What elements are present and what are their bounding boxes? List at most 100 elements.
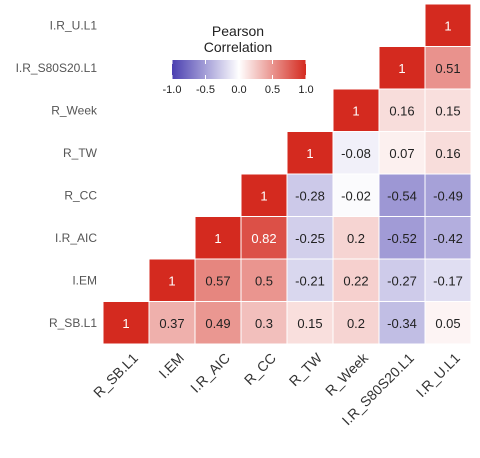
- cell-value-label: 0.2: [347, 231, 365, 246]
- cell-value-label: -0.02: [341, 188, 371, 203]
- legend-tick-label: -0.5: [196, 84, 215, 96]
- heatmap-cell: [379, 47, 425, 89]
- cell-value-label: 1: [398, 61, 405, 76]
- y-axis-label: I.R_S80S20.L1: [16, 61, 98, 75]
- heatmap-cell: [379, 302, 425, 344]
- x-axis-labels: R_SB.L1 I.EM I.R_AIC R_CC R_TWR_WeekI.R_S80S…: [90, 349, 463, 428]
- cell-value-label: -0.21: [295, 273, 325, 288]
- y-axis-labels: I.R_U.L1 I.R_S80S20.L1 R_Week R_TW R_CC I.R_A…: [16, 18, 98, 330]
- y-axis-label: R_Week: [51, 103, 98, 117]
- heatmap-cell: [379, 132, 425, 174]
- heatmap-cell: [425, 259, 471, 301]
- heatmap-cell: [379, 174, 425, 216]
- x-axis-label: I.R_AIC: [187, 350, 233, 396]
- cell-value-label: 1: [122, 316, 129, 331]
- heatmap-cells: 11 0.511 0.16 0.151 -0.08 0.07 0.161 -0.28 -0.02…: [103, 4, 471, 344]
- y-axis-label: I.R_AIC: [55, 231, 97, 245]
- cell-value-label: 0.51: [435, 61, 460, 76]
- heatmap-cell: [425, 302, 471, 344]
- cell-value-label: -0.34: [387, 316, 417, 331]
- y-axis-label: I.R_U.L1: [50, 18, 98, 32]
- cell-value-label: -0.25: [295, 231, 325, 246]
- heatmap-cell: [241, 302, 287, 344]
- legend-title-line2: Correlation: [204, 39, 272, 55]
- heatmap-cell: [287, 174, 333, 216]
- cell-value-label: -0.08: [341, 146, 371, 161]
- x-axis-label: I.R_U.L1: [413, 350, 464, 401]
- cell-value-label: 0.15: [297, 316, 322, 331]
- legend-tick-label: 0.5: [265, 84, 280, 96]
- heatmap-cell: [287, 217, 333, 259]
- cell-value-label: -0.17: [433, 273, 463, 288]
- x-axis-label: R_CC: [241, 350, 279, 388]
- y-axis-label: R_TW: [63, 146, 98, 160]
- heatmap-cell: [425, 47, 471, 89]
- cell-value-label: -0.52: [387, 231, 417, 246]
- x-axis-label: R_SB.L1: [90, 350, 141, 401]
- heatmap-cell: [425, 89, 471, 131]
- cell-value-label: -0.28: [295, 188, 325, 203]
- heatmap-cell: [333, 259, 379, 301]
- x-axis-label: I.EM: [155, 350, 187, 382]
- heatmap-cell: [287, 302, 333, 344]
- x-axis-label: R_TW: [286, 349, 326, 389]
- cell-value-label: 1: [214, 231, 221, 246]
- cell-value-label: 0.82: [251, 231, 276, 246]
- heatmap-cell: [195, 217, 241, 259]
- y-axis-label: R_CC: [64, 188, 97, 202]
- heatmap-cell: [425, 132, 471, 174]
- cell-value-label: -0.42: [433, 231, 463, 246]
- cell-value-label: -0.54: [387, 188, 417, 203]
- cell-value-label: -0.27: [387, 273, 417, 288]
- heatmap-cell: [287, 259, 333, 301]
- cell-value-label: 0.3: [255, 316, 273, 331]
- cell-value-label: 0.49: [205, 316, 230, 331]
- cell-value-label: 1: [260, 188, 267, 203]
- cell-value-label: 1: [168, 273, 175, 288]
- cell-value-label: 0.15: [435, 103, 460, 118]
- heatmap-cell: [379, 259, 425, 301]
- heatmap-cell: [379, 89, 425, 131]
- cell-value-label: 0.07: [389, 146, 414, 161]
- heatmap-cell: [333, 89, 379, 131]
- heatmap-cell: [425, 174, 471, 216]
- heatmap-cell: [241, 217, 287, 259]
- heatmap-cell: [195, 259, 241, 301]
- heatmap-cell: [241, 259, 287, 301]
- legend-tick-label: 0.0: [231, 84, 246, 96]
- heatmap-cell: [103, 302, 149, 344]
- cell-value-label: 1: [444, 18, 451, 33]
- heatmap-cell: [287, 132, 333, 174]
- cell-value-label: -0.49: [433, 188, 463, 203]
- legend-tick-label: -1.0: [163, 84, 182, 96]
- heatmap-cell: [241, 174, 287, 216]
- legend-color-bar: [172, 60, 306, 79]
- cell-value-label: 0.16: [435, 146, 460, 161]
- cell-value-label: 0.16: [389, 103, 414, 118]
- heatmap-cell: [195, 302, 241, 344]
- cell-value-label: 1: [352, 103, 359, 118]
- cell-value-label: 0.57: [205, 273, 230, 288]
- cell-value-label: 0.5: [255, 273, 273, 288]
- heatmap-cell: [333, 302, 379, 344]
- heatmap-cell: [333, 132, 379, 174]
- heatmap-cell: [149, 302, 195, 344]
- cell-value-label: 0.05: [435, 316, 460, 331]
- heatmap-cell: [379, 217, 425, 259]
- cell-value-label: 0.22: [343, 273, 368, 288]
- heatmap-cell: [425, 217, 471, 259]
- legend: Pearson Correlation -1.0 -0.5 0.0 0.5 1.0: [163, 23, 314, 96]
- heatmap-cell: [425, 4, 471, 46]
- cell-value-label: 0.37: [159, 316, 184, 331]
- y-axis-label: R_SB.L1: [49, 316, 97, 330]
- heatmap-cell: [333, 174, 379, 216]
- cell-value-label: 1: [306, 146, 313, 161]
- legend-ticks: -1.0 -0.5 0.0 0.5 1.0: [163, 60, 314, 96]
- legend-tick-label: 1.0: [298, 84, 313, 96]
- cell-value-label: 0.2: [347, 316, 365, 331]
- heatmap-cell: [333, 217, 379, 259]
- heatmap-cell: [149, 259, 195, 301]
- legend-title-line1: Pearson: [212, 23, 264, 39]
- y-axis-label: I.EM: [72, 273, 97, 287]
